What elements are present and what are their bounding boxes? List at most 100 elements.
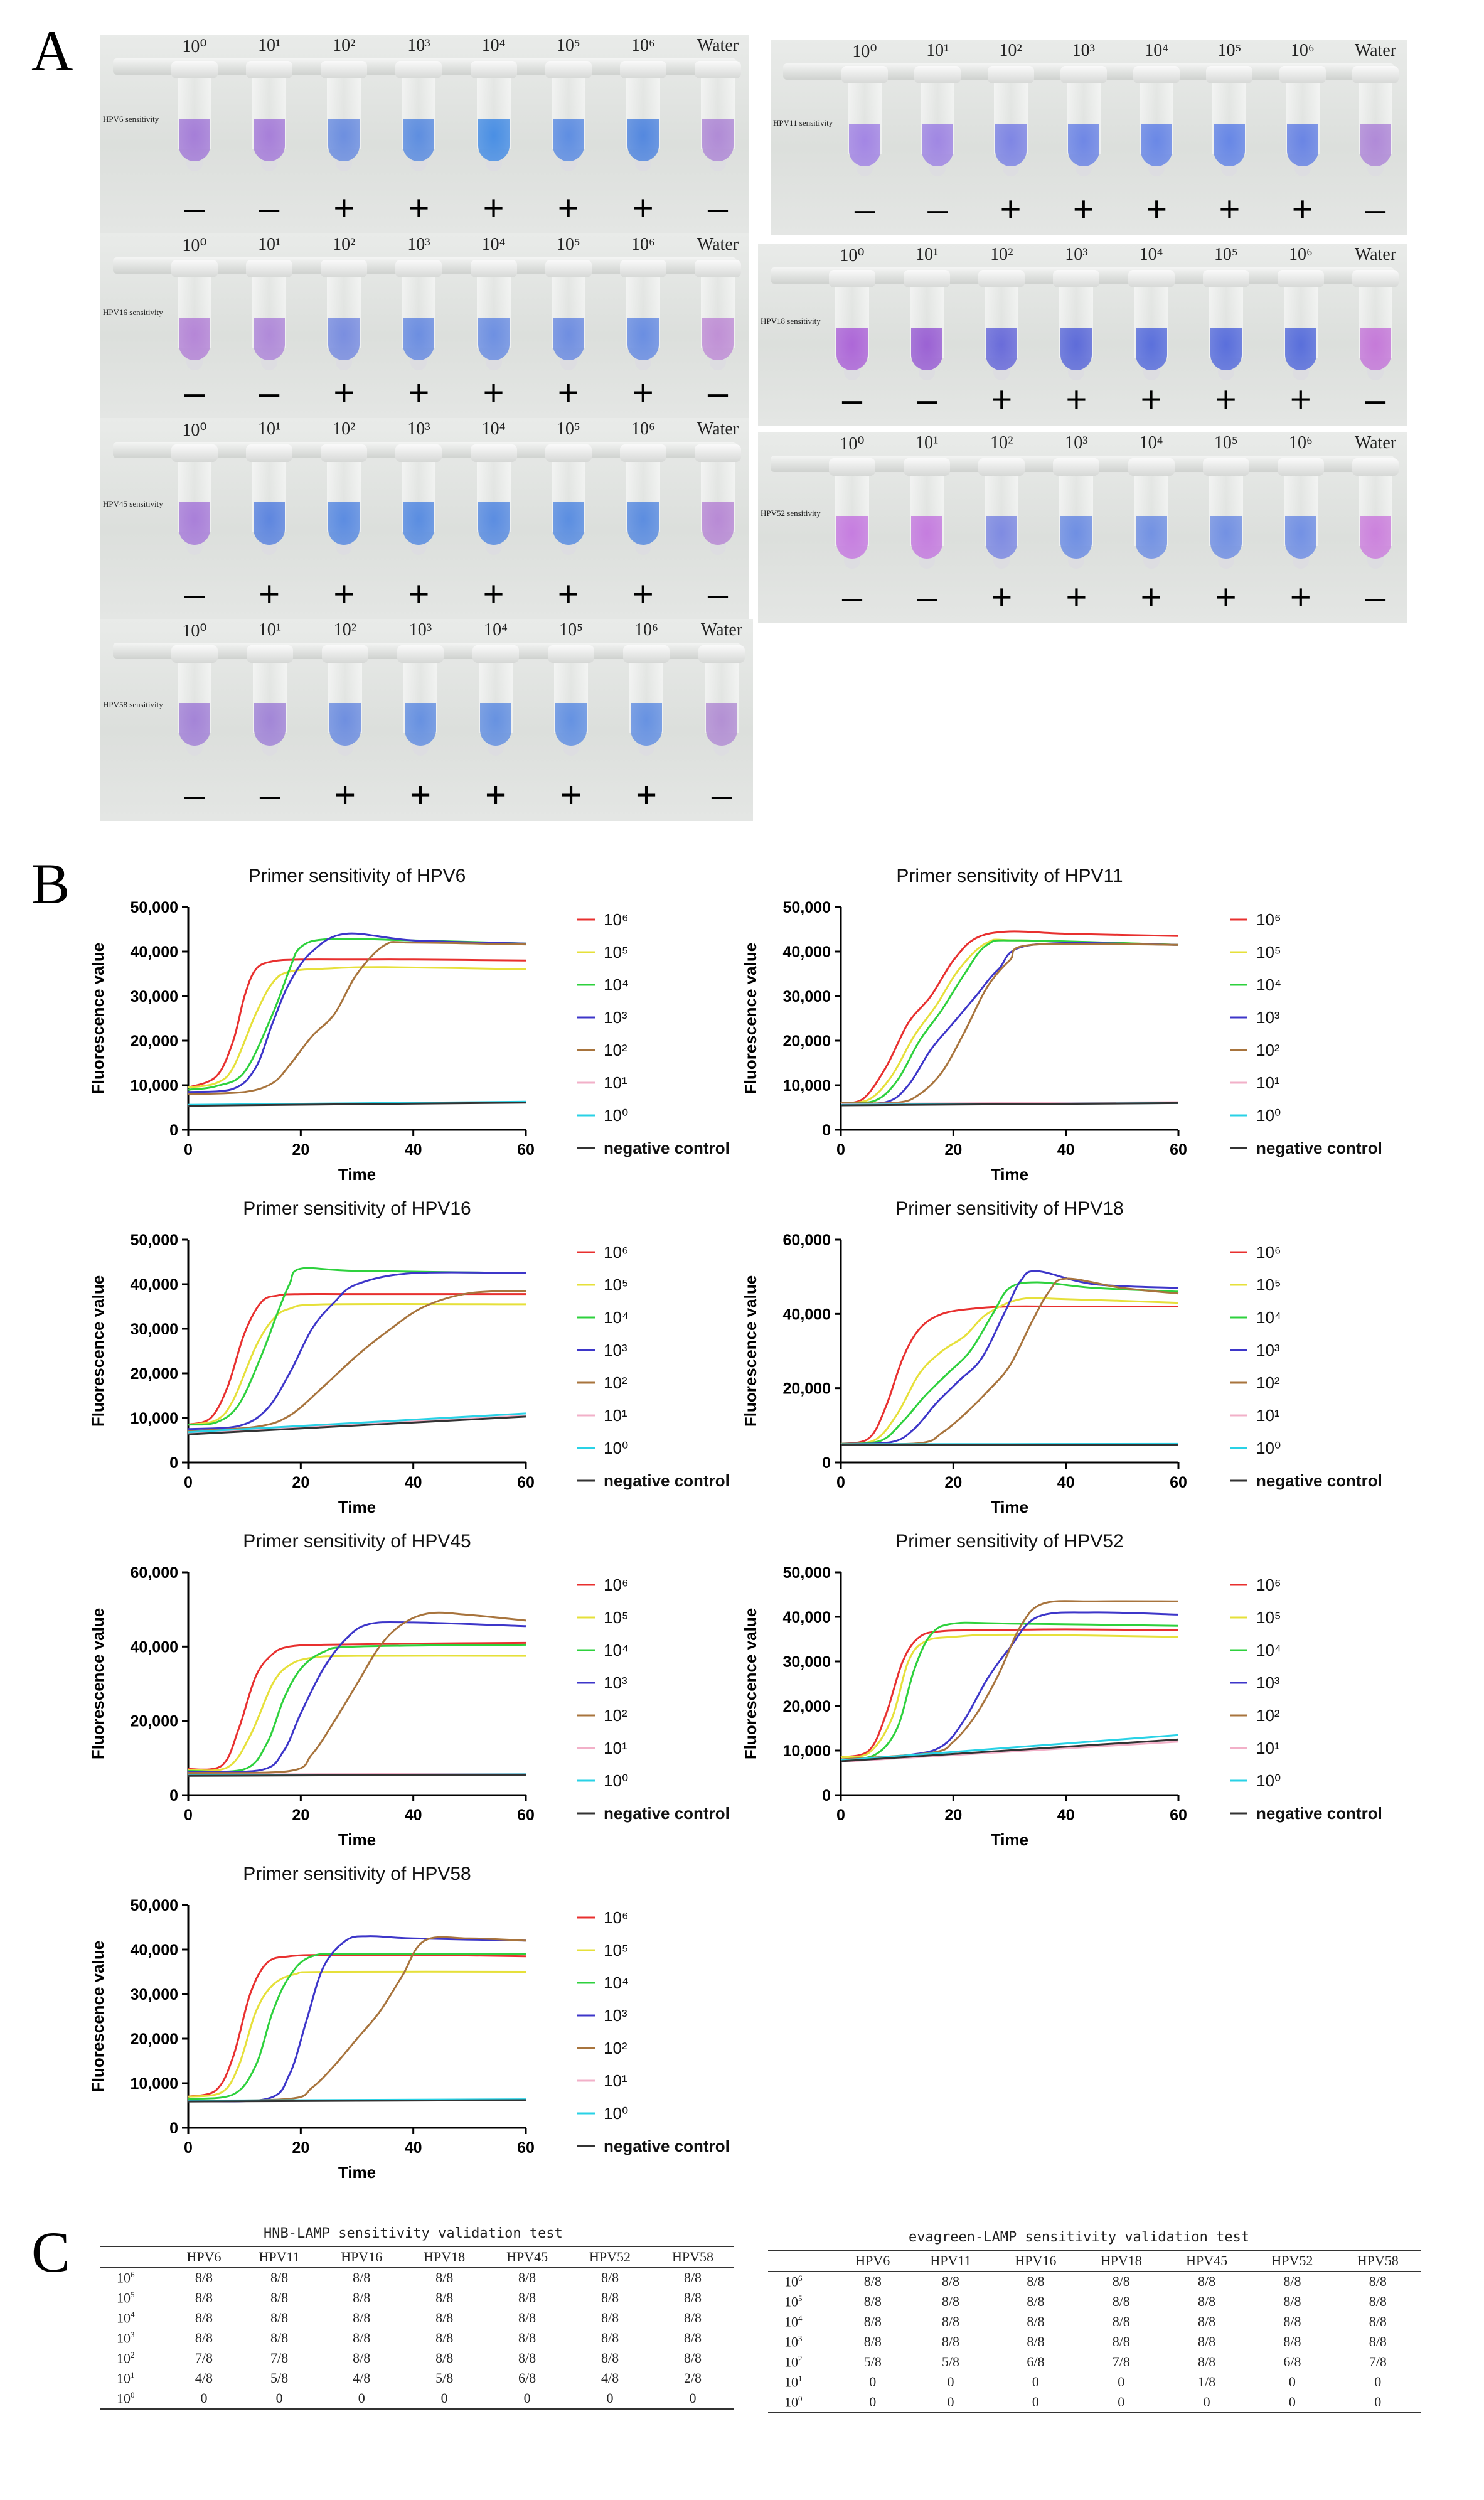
result-sign: – [184,574,205,614]
concentration-label: 10⁶ [634,620,658,640]
tube-liquid [328,119,360,161]
row-label-base: 10 [784,2374,798,2390]
line-chart: Primer sensitivity of HPV6 0 10,000 20,000 3… [88,866,730,1184]
reaction-tube [904,270,951,383]
table-cell: 8/8 [353,2270,371,2285]
result-sign: + [1065,577,1087,618]
table-cell: 0 [1032,2374,1039,2390]
table-cell: 0 [1288,2374,1296,2390]
table-cell: 4/8 [601,2370,619,2386]
panel-b-charts: Primer sensitivity of HPV6 0 10,000 20,000 3… [88,866,1382,2182]
concentration-label: Water [697,419,739,439]
row-label-base: 10 [784,2394,798,2410]
tube-liquid [254,502,286,545]
table-row: 102 7/8 7/8 8/8 8/8 8/8 8/8 8/8 [100,2348,734,2368]
sensitivity-label: HPV16 sensitivity [103,308,163,317]
reaction-tube [171,645,218,758]
row-label: 100 [100,2388,169,2410]
reaction-tube [171,61,218,174]
table-row: 103 8/8 8/8 8/8 8/8 8/8 8/8 8/8 [768,2332,1421,2352]
table-row: 101 4/8 5/8 4/8 5/8 6/8 4/8 2/8 [100,2368,734,2388]
series-line [188,1655,526,1772]
concentration-label: 10⁵ [1214,433,1238,453]
row-label: 105 [100,2288,169,2308]
reaction-tube [1128,458,1175,571]
reaction-tube [246,61,293,174]
concentration-label: 10² [333,620,357,640]
table-cell: 8/8 [353,2310,371,2326]
table-cell: 5/8 [941,2354,959,2369]
concentration-label: Water [1354,245,1397,264]
reaction-tube [698,645,745,758]
y-tick-label: 40,000 [131,943,178,961]
chart-title: Primer sensitivity of HPV18 [895,1198,1123,1219]
result-sign: – [1365,189,1386,230]
table-cell: 0 [869,2374,877,2390]
row-label-exponent: 2 [131,2349,135,2359]
legend-label: 10² [604,2039,627,2057]
table-cell: 0 [1249,2392,1335,2413]
table-cell: 8/8 [518,2350,536,2366]
tube-liquid [1135,516,1167,559]
result-sign: + [408,188,430,228]
tube-liquid [627,119,659,161]
table-cell: 8/8 [601,2330,619,2346]
reaction-tube [395,444,442,557]
table-cell: 0 [403,2388,486,2410]
table-cell: 8/8 [435,2330,454,2346]
x-tick-label: 40 [405,1141,422,1159]
result-sign: + [259,574,280,614]
sensitivity-label: HPV52 sensitivity [761,508,821,518]
tube-liquid [1360,328,1391,370]
concentration-label: 10⁰ [852,42,877,62]
table-cell: 8/8 [1369,2293,1387,2309]
x-tick-label: 20 [944,1141,962,1159]
y-tick-label: 50,000 [131,1897,178,1914]
table-row: 104 8/8 8/8 8/8 8/8 8/8 8/8 8/8 [100,2308,734,2328]
concentration-label: 10³ [1065,245,1088,264]
concentration-label: 10³ [1065,433,1088,453]
tube-liquid [403,502,435,545]
table-row: 104 8/8 8/8 8/8 8/8 8/8 8/8 8/8 [768,2312,1421,2332]
reaction-tube [171,444,218,557]
table-cell: 8/8 [1027,2334,1045,2349]
x-tick-label: 40 [405,2139,422,2157]
y-tick-label: 30,000 [783,988,831,1006]
line-chart: Primer sensitivity of HPV18 0 20,000 40,000… [741,1198,1382,1516]
reaction-tube [695,260,741,373]
legend-label: 10⁴ [1256,1308,1281,1327]
row-label: 101 [768,2372,837,2392]
table-cell: 0 [947,2374,954,2390]
table-cell: 0 [320,2388,403,2410]
result-sign: + [632,372,654,413]
table-corner [768,2250,837,2272]
tube-liquid [254,318,286,360]
reaction-tube [470,260,517,373]
table-corner [100,2246,169,2268]
result-sign: + [1215,379,1237,420]
row-label-exponent: 1 [131,2369,135,2379]
result-sign: + [560,775,582,815]
concentration-label: 10³ [407,419,430,439]
tube-liquid [1060,328,1092,370]
concentration-label: 10¹ [257,235,281,254]
result-sign: + [483,188,504,228]
row-label-exponent: 1 [798,2373,803,2383]
concentration-label: Water [697,235,739,254]
y-tick-label: 0 [169,1787,178,1805]
table-cell: 0 [1118,2374,1125,2390]
result-sign: – [184,188,205,228]
reaction-tube [1279,66,1326,179]
legend-label: negative control [604,1139,730,1157]
tube-liquid [552,318,584,360]
result-sign: + [1219,189,1241,230]
table-header: HPV58 [1335,2250,1421,2272]
reaction-tube [1202,458,1249,571]
table-cell: 8/8 [1198,2354,1216,2369]
table-cell: 8/8 [863,2334,882,2349]
result-sign: – [854,189,875,230]
x-tick-label: 60 [517,2139,535,2157]
table-cell: 8/8 [1198,2334,1216,2349]
table-cell: 0 [651,2388,734,2410]
concentration-label: 10⁶ [631,419,655,439]
